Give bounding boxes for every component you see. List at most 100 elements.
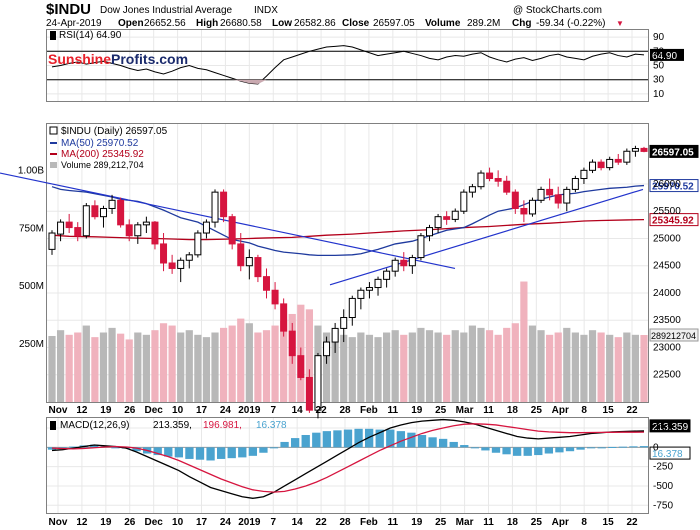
macd-histogram-bar (481, 447, 490, 451)
candle-body (340, 317, 348, 329)
candle-body (323, 341, 331, 357)
price-x-tick-label: 10 (172, 405, 184, 416)
price-x-tick-label: 17 (196, 405, 208, 416)
source-credit: @ StockCharts.com (513, 5, 602, 16)
volume-bar (237, 318, 245, 402)
macd-histogram-bar (90, 444, 99, 448)
candle-body (99, 207, 107, 218)
price-x-tick-label: 22 (626, 405, 638, 416)
macd-histogram-bar (597, 447, 606, 449)
volume-y-tick-label: 250M (19, 339, 44, 350)
signal-line (51, 423, 645, 493)
macd-x-tick-label: Feb (360, 517, 378, 528)
candle-body (297, 355, 305, 378)
macd-histogram-bar (417, 434, 427, 448)
macd-x-tick-label: Nov (49, 517, 68, 528)
volume-bar (391, 330, 399, 402)
candle-body (331, 327, 339, 343)
price-x-tick-label: 15 (603, 405, 615, 416)
volume-bar (494, 334, 502, 402)
volume-bar (468, 325, 477, 402)
macd-histogram-bar (470, 447, 480, 449)
macd-x-tick-label: Dec (144, 517, 163, 528)
macd-histogram-bar (386, 429, 395, 448)
price-x-tick-label: 11 (483, 405, 494, 416)
price-label-value: 25970.52 (652, 182, 694, 193)
macd-x-tick-label: 17 (196, 517, 208, 528)
date-label: 24-Apr-2019 (46, 18, 102, 29)
volume-bar (219, 327, 228, 402)
candle-body (288, 330, 296, 357)
volume-bar (185, 330, 193, 402)
trendline-2 (329, 188, 644, 286)
signal-value: 196.981, (203, 420, 242, 431)
volume-bar (142, 334, 150, 402)
macd-histogram-bar (544, 447, 554, 454)
price-label-box (649, 213, 699, 227)
macd-histogram-bar (375, 429, 384, 448)
candle-body (614, 158, 622, 163)
volume-bar (262, 330, 271, 402)
price-y-tick-label: 24000 (653, 288, 681, 299)
candle-body (228, 216, 236, 245)
volume-bar (99, 332, 108, 402)
candle-body (271, 289, 279, 305)
macd-histogram-bar (238, 447, 247, 458)
candle-body (503, 180, 511, 193)
macd-y-tick-label: 0 (653, 442, 659, 453)
price-y-tick-label: 26000 (653, 179, 681, 190)
candle-body (57, 221, 65, 235)
macd-histogram-bar (259, 447, 268, 453)
candle-body (580, 169, 588, 180)
candle-body (554, 194, 562, 204)
candle-body (486, 172, 494, 180)
volume-bar (580, 334, 588, 402)
rsi-last-value-box (650, 48, 684, 61)
volume-bar (511, 323, 519, 402)
close-label: Close (342, 18, 370, 29)
macd-x-tick-label: 25 (435, 517, 447, 528)
macd-histogram-bar (68, 446, 78, 448)
macd-x-tick-label: 12 (76, 517, 88, 528)
volume-bar (340, 334, 348, 402)
macd-histogram-bar (280, 441, 289, 448)
macd-histogram-bar (301, 434, 310, 448)
rsi-panel (46, 29, 649, 102)
volume-bar (417, 327, 425, 402)
price-panel (46, 123, 649, 403)
macd-histogram-bar (491, 447, 501, 453)
candle-body (408, 257, 416, 267)
volume-bar (202, 337, 211, 402)
price-y-tick-label: 23000 (653, 342, 681, 353)
macd-histogram-bar (438, 438, 448, 448)
candle-body (108, 199, 116, 209)
candle-body (546, 188, 554, 196)
macd-y-tick-label: -750 (653, 500, 673, 511)
macd-histogram-bar (132, 447, 141, 452)
candle-body (142, 221, 150, 226)
volume-bar (280, 320, 288, 402)
volume-bar (400, 334, 408, 402)
price-y-tick-label: 23500 (653, 315, 681, 326)
legend-ma50: MA(50) 25970.52 (61, 138, 139, 149)
volume-bar (623, 332, 631, 402)
macd-x-tick-label: Mar (456, 517, 474, 528)
macd-histogram-bar (576, 447, 585, 450)
macd-histogram-bar (396, 431, 406, 448)
candle-body (185, 254, 193, 261)
price-y-tick-label: 22500 (653, 370, 681, 381)
volume-bar (48, 335, 56, 402)
macd-histogram-bar (502, 447, 511, 455)
macd-x-tick-label: Apr (552, 517, 569, 528)
volume-bar (151, 330, 159, 402)
volume-bar (434, 332, 442, 402)
legend-swatch-volume (50, 162, 57, 168)
candle-body (305, 376, 313, 411)
macd-histogram-bar (216, 447, 226, 459)
volume-bar (82, 325, 90, 402)
rsi-y-tick-label: 50 (653, 61, 665, 72)
volume-bar (477, 327, 485, 402)
candle-body (434, 216, 442, 229)
close-value: 26597.05 (373, 18, 415, 29)
